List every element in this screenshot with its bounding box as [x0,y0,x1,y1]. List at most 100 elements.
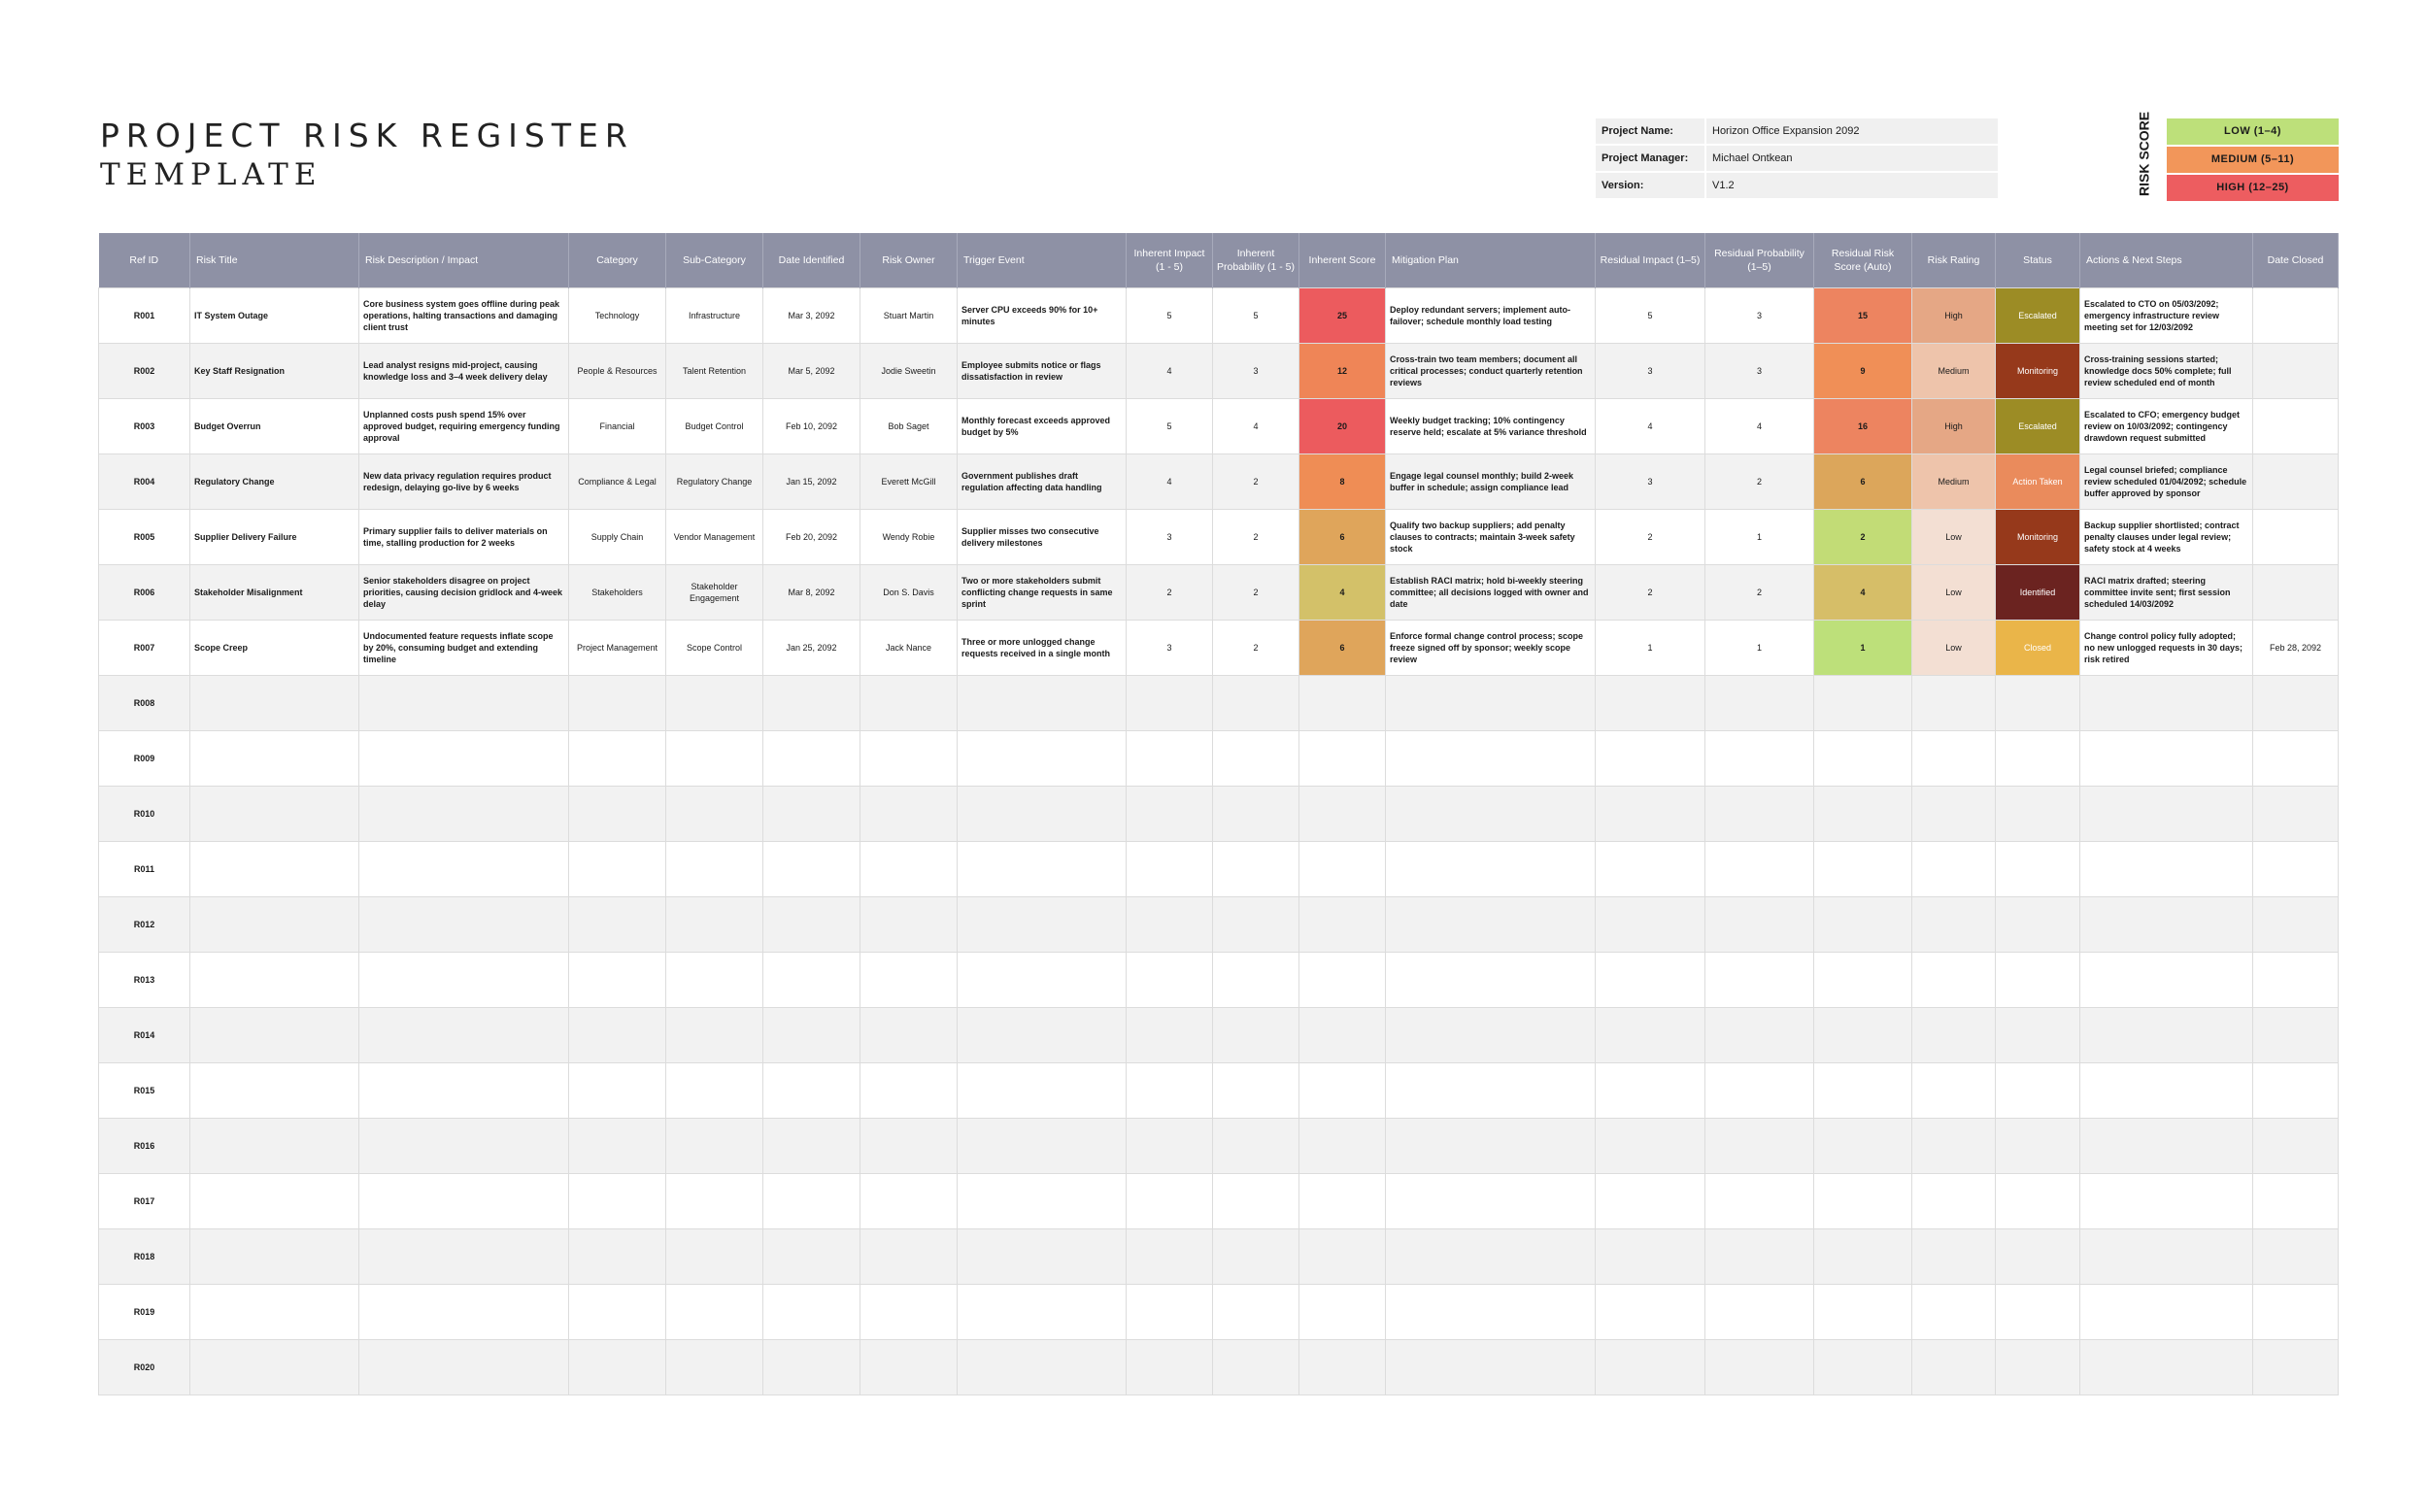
residual-impact-cell[interactable] [1595,1117,1705,1174]
date-identified-cell[interactable]: Jan 25, 2092 [762,619,860,676]
risk-rating-cell[interactable]: Low [1911,563,1996,621]
sub-category-cell[interactable] [665,1061,763,1119]
inherent-probability-cell[interactable] [1212,674,1299,731]
residual-risk-score-cell[interactable]: 4 [1813,563,1912,621]
trigger-event-cell[interactable]: Two or more stakeholders submit conflict… [957,563,1127,621]
date-closed-cell[interactable] [2252,840,2339,897]
inherent-probability-cell[interactable]: 3 [1212,342,1299,399]
ref-id-cell[interactable]: R005 [98,508,190,565]
risk-owner-cell[interactable] [860,1061,958,1119]
trigger-event-cell[interactable] [957,895,1127,953]
risk-owner-cell[interactable] [860,951,958,1008]
sub-category-cell[interactable] [665,1117,763,1174]
risk-title-cell[interactable]: IT System Outage [189,286,359,344]
residual-risk-score-cell[interactable] [1813,1283,1912,1340]
actions-next-steps-cell[interactable] [2079,1006,2253,1063]
risk-rating-cell[interactable] [1911,1061,1996,1119]
residual-impact-cell[interactable] [1595,1006,1705,1063]
residual-risk-score-cell[interactable]: 6 [1813,453,1912,510]
status-cell[interactable] [1995,729,2080,787]
trigger-event-cell[interactable]: Monthly forecast exceeds approved budget… [957,397,1127,454]
date-identified-cell[interactable] [762,1006,860,1063]
residual-impact-cell[interactable]: 2 [1595,508,1705,565]
actions-next-steps-cell[interactable] [2079,1061,2253,1119]
risk-description-cell[interactable]: Core business system goes offline during… [358,286,569,344]
inherent-probability-cell[interactable] [1212,1117,1299,1174]
risk-title-cell[interactable] [189,951,359,1008]
residual-probability-cell[interactable]: 3 [1704,342,1814,399]
inherent-probability-cell[interactable] [1212,1172,1299,1229]
inherent-score-cell[interactable] [1298,1061,1386,1119]
date-identified-cell[interactable] [762,729,860,787]
risk-title-cell[interactable]: Scope Creep [189,619,359,676]
residual-impact-cell[interactable] [1595,785,1705,842]
risk-description-cell[interactable] [358,674,569,731]
date-identified-cell[interactable]: Jan 15, 2092 [762,453,860,510]
status-cell[interactable] [1995,895,2080,953]
residual-impact-cell[interactable]: 5 [1595,286,1705,344]
sub-category-cell[interactable]: Budget Control [665,397,763,454]
inherent-probability-cell[interactable] [1212,1061,1299,1119]
residual-risk-score-cell[interactable] [1813,1227,1912,1285]
residual-probability-cell[interactable] [1704,1117,1814,1174]
ref-id-cell[interactable]: R013 [98,951,190,1008]
residual-probability-cell[interactable] [1704,895,1814,953]
status-cell[interactable] [1995,951,2080,1008]
inherent-probability-cell[interactable] [1212,1283,1299,1340]
ref-id-cell[interactable]: R014 [98,1006,190,1063]
date-closed-cell[interactable] [2252,453,2339,510]
trigger-event-cell[interactable] [957,1338,1127,1395]
risk-owner-cell[interactable] [860,674,958,731]
date-identified-cell[interactable]: Mar 8, 2092 [762,563,860,621]
risk-description-cell[interactable]: Primary supplier fails to deliver materi… [358,508,569,565]
residual-impact-cell[interactable]: 3 [1595,453,1705,510]
risk-rating-cell[interactable] [1911,1283,1996,1340]
residual-risk-score-cell[interactable] [1813,785,1912,842]
residual-risk-score-cell[interactable]: 16 [1813,397,1912,454]
risk-title-cell[interactable]: Regulatory Change [189,453,359,510]
category-cell[interactable] [568,674,666,731]
date-identified-cell[interactable] [762,1117,860,1174]
residual-impact-cell[interactable] [1595,674,1705,731]
trigger-event-cell[interactable] [957,1227,1127,1285]
ref-id-cell[interactable]: R011 [98,840,190,897]
risk-owner-cell[interactable] [860,729,958,787]
date-identified-cell[interactable] [762,951,860,1008]
risk-description-cell[interactable]: Senior stakeholders disagree on project … [358,563,569,621]
date-identified-cell[interactable]: Mar 3, 2092 [762,286,860,344]
inherent-score-cell[interactable]: 8 [1298,453,1386,510]
inherent-probability-cell[interactable] [1212,1338,1299,1395]
trigger-event-cell[interactable]: Three or more unlogged change requests r… [957,619,1127,676]
ref-id-cell[interactable]: R020 [98,1338,190,1395]
sub-category-cell[interactable]: Vendor Management [665,508,763,565]
category-cell[interactable] [568,1061,666,1119]
risk-rating-cell[interactable] [1911,729,1996,787]
date-closed-cell[interactable] [2252,785,2339,842]
category-cell[interactable]: Technology [568,286,666,344]
date-closed-cell[interactable] [2252,397,2339,454]
ref-id-cell[interactable]: R018 [98,1227,190,1285]
actions-next-steps-cell[interactable] [2079,1338,2253,1395]
inherent-score-cell[interactable]: 6 [1298,508,1386,565]
risk-title-cell[interactable] [189,1283,359,1340]
inherent-probability-cell[interactable] [1212,840,1299,897]
inherent-probability-cell[interactable]: 4 [1212,397,1299,454]
version-value[interactable]: V1.2 [1706,173,1998,198]
ref-id-cell[interactable]: R016 [98,1117,190,1174]
category-cell[interactable] [568,1283,666,1340]
trigger-event-cell[interactable] [957,785,1127,842]
risk-rating-cell[interactable]: Medium [1911,342,1996,399]
risk-description-cell[interactable] [358,1338,569,1395]
date-identified-cell[interactable]: Mar 5, 2092 [762,342,860,399]
sub-category-cell[interactable] [665,1006,763,1063]
inherent-impact-cell[interactable]: 3 [1126,508,1213,565]
inherent-score-cell[interactable] [1298,951,1386,1008]
risk-title-cell[interactable] [189,674,359,731]
category-cell[interactable] [568,1172,666,1229]
residual-risk-score-cell[interactable]: 2 [1813,508,1912,565]
residual-impact-cell[interactable]: 1 [1595,619,1705,676]
risk-owner-cell[interactable] [860,1117,958,1174]
risk-rating-cell[interactable] [1911,1338,1996,1395]
date-identified-cell[interactable] [762,1172,860,1229]
trigger-event-cell[interactable] [957,1006,1127,1063]
